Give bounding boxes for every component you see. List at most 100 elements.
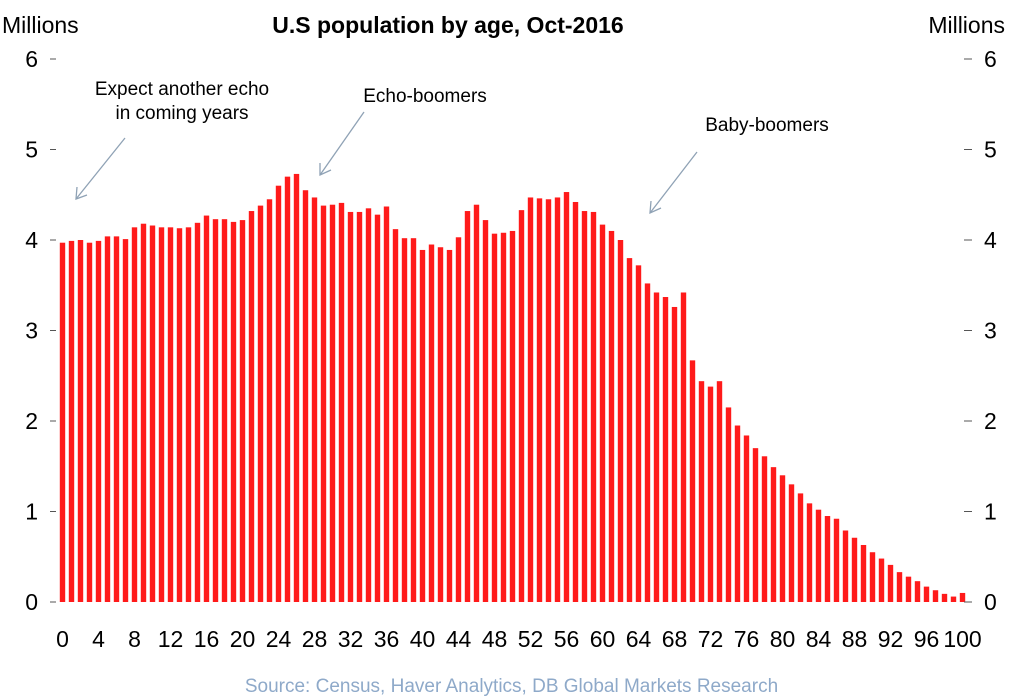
y-right-tick-label: 4 (984, 227, 997, 253)
bar-age-80 (779, 475, 786, 602)
y-right-tick-label: 0 (984, 589, 997, 615)
x-tick-label-92: 92 (878, 626, 904, 652)
annotation-baby-boomers-arrowhead (649, 200, 662, 215)
bar-age-89 (860, 544, 867, 602)
bar-age-56 (563, 192, 570, 603)
y-left-tick-label: 3 (25, 318, 38, 344)
bar-age-53 (536, 198, 543, 602)
bar-age-11 (158, 227, 165, 602)
x-tick-label-16: 16 (194, 626, 220, 652)
x-tick-label-4: 4 (92, 626, 105, 652)
bar-age-23 (266, 199, 273, 602)
annotation-echo-future-arrowhead (75, 186, 88, 200)
bar-age-29 (320, 205, 327, 603)
bar-age-67 (662, 297, 669, 602)
bar-age-70 (689, 360, 696, 602)
bar-age-45 (464, 211, 471, 603)
bar-age-96 (923, 586, 930, 602)
bar-age-40 (419, 249, 426, 602)
source-note: Source: Census, Haver Analytics, DB Glob… (244, 676, 779, 697)
bar-age-31 (338, 202, 345, 602)
y-right-tick-label: 6 (984, 46, 997, 72)
right-axis-unit: Millions (928, 12, 1005, 38)
x-tick-label-64: 64 (626, 626, 652, 652)
y-left-tick-label: 6 (25, 46, 38, 72)
bar-age-99 (950, 596, 957, 602)
x-tick-label-56: 56 (554, 626, 580, 652)
x-tick-label-68: 68 (662, 626, 688, 652)
y-left-tick-label: 1 (25, 499, 38, 525)
bar-age-90 (869, 552, 876, 602)
bar-age-18 (221, 219, 228, 602)
bar-age-75 (734, 425, 741, 602)
bar-age-86 (833, 518, 840, 602)
bar-age-37 (392, 229, 399, 602)
bar-age-38 (401, 238, 408, 602)
bar-age-51 (518, 210, 525, 602)
x-tick-label-40: 40 (410, 626, 436, 652)
y-right-tick-label: 5 (984, 137, 997, 163)
annotation-baby-boomers: Baby-boomers (649, 115, 829, 215)
bar-age-64 (635, 265, 642, 602)
bar-age-76 (743, 435, 750, 602)
bar-age-0 (59, 242, 66, 602)
y-left-tick-label: 2 (25, 408, 38, 434)
x-tick-label-44: 44 (446, 626, 472, 652)
x-tick-label-24: 24 (266, 626, 292, 652)
bars (59, 173, 966, 603)
x-tick-label-36: 36 (374, 626, 400, 652)
annotation-baby-boomers-arrow (649, 151, 698, 214)
annotation-echo-boomers: Echo-boomers (319, 86, 487, 177)
x-tick-label-60: 60 (590, 626, 616, 652)
bar-age-1 (68, 240, 75, 602)
bar-age-2 (77, 240, 84, 602)
bar-age-55 (554, 197, 561, 602)
bar-age-13 (176, 228, 183, 603)
x-tick-label-88: 88 (842, 626, 868, 652)
bar-age-19 (230, 221, 237, 602)
bar-age-83 (806, 503, 813, 602)
bar-age-28 (311, 197, 318, 602)
bar-age-47 (482, 220, 489, 602)
bar-age-94 (905, 576, 912, 602)
bar-age-48 (491, 233, 498, 603)
x-tick-label-12: 12 (158, 626, 184, 652)
bar-age-10 (149, 225, 156, 602)
bar-age-73 (716, 381, 723, 602)
bar-age-41 (428, 244, 435, 602)
bar-age-100 (959, 592, 966, 602)
bar-age-71 (698, 381, 705, 602)
x-tick-label-52: 52 (518, 626, 544, 652)
bar-age-81 (788, 484, 795, 602)
bar-age-93 (896, 572, 903, 602)
bar-age-72 (707, 386, 714, 602)
x-tick-label-8: 8 (128, 626, 141, 652)
annotation-baby-boomers-label: Baby-boomers (705, 115, 829, 136)
annotation-echo-future-line1: Expect another echo (95, 79, 269, 100)
y-axis-left: 0 1 2 3 4 5 6 (25, 46, 56, 615)
bar-age-42 (437, 247, 444, 603)
bar-age-30 (329, 204, 336, 602)
bar-age-32 (347, 211, 354, 602)
bar-age-97 (932, 590, 939, 602)
bar-age-39 (410, 238, 417, 602)
bar-age-63 (626, 258, 633, 602)
x-tick-label-84: 84 (806, 626, 832, 652)
bar-age-95 (914, 581, 921, 602)
y-left-tick-label: 0 (25, 589, 38, 615)
x-tick-label-32: 32 (338, 626, 364, 652)
bar-age-61 (608, 230, 615, 602)
bar-age-26 (293, 173, 300, 602)
bar-age-21 (248, 211, 255, 603)
bar-age-58 (581, 211, 588, 603)
annotation-echo-boomers-label: Echo-boomers (363, 86, 487, 107)
x-axis: 0 4 8 12 16 20 24 28 32 36 40 44 48 52 56 60 64 68 72 76 80 8… (56, 626, 982, 652)
x-tick-label-100: 100 (943, 626, 981, 652)
bar-age-20 (239, 220, 246, 602)
bar-age-35 (374, 214, 381, 602)
bar-age-49 (500, 232, 507, 602)
bar-age-79 (770, 467, 777, 602)
bar-age-60 (599, 224, 606, 602)
bar-age-82 (797, 493, 804, 602)
bar-age-14 (185, 227, 192, 602)
